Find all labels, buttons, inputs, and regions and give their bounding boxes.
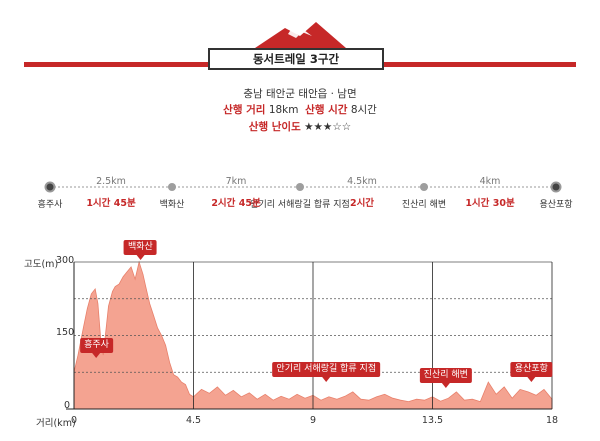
segment-duration: 2시간 <box>349 198 375 209</box>
trail-stats: 산행 거리 18km 산행 시간 8시간 <box>0 102 600 117</box>
difficulty-stars: ★★★☆☆ <box>304 121 352 133</box>
annotation-tag: 흥주사 <box>80 338 113 358</box>
segment-distance: 2.5km <box>96 176 126 187</box>
distance-label: 산행 거리 <box>223 104 266 116</box>
annotation-tag: 안기리 서해랑길 합류 지점 <box>272 362 381 382</box>
difficulty: 산행 난이도 ★★★☆☆ <box>0 119 600 134</box>
segment-duration: 2시간 45분 <box>211 198 261 209</box>
route-stop-label: 진산리 해변 <box>401 200 447 210</box>
x-tick-label: 13.5 <box>421 415 444 426</box>
annotation-tag: 진산리 해변 <box>419 368 472 388</box>
segment-distance: 4.5km <box>347 176 377 187</box>
segment-distance: 7km <box>225 176 247 187</box>
route-stop-marker <box>168 183 176 191</box>
header-banner <box>24 22 576 67</box>
region-text: 충남 태안군 태안읍 · 남면 <box>243 88 357 100</box>
route-stop-marker <box>44 181 56 193</box>
x-tick-label: 18 <box>545 415 559 426</box>
y-tick-label: 300 <box>56 255 75 266</box>
segment-duration: 1시간 45분 <box>86 198 136 209</box>
difficulty-label: 산행 난이도 <box>248 121 301 133</box>
route-stop-marker <box>550 181 562 193</box>
y-tick-label: 150 <box>56 326 75 338</box>
mountain-icon <box>255 22 346 48</box>
elevation-area <box>73 260 553 410</box>
x-tick-label: 9 <box>309 415 317 426</box>
route-line <box>44 181 562 193</box>
route-stop-label: 안기리 서해랑길 합류 지점 <box>250 200 350 210</box>
time-value: 8시간 <box>350 104 377 116</box>
route-stop-label: 백화산 <box>159 200 185 210</box>
x-tick-label: 4.5 <box>185 415 202 426</box>
route-stop-label: 흥주사 <box>37 200 63 210</box>
page-title: 동서트레일 3구간 <box>208 48 384 70</box>
banner-bar-right <box>382 62 576 67</box>
route-stop-label: 용산포항 <box>539 200 573 210</box>
route-stop-marker <box>296 183 304 191</box>
route-stop-marker <box>420 183 428 191</box>
y-axis-title: 고도(m) <box>24 259 59 270</box>
segment-duration: 1시간 30분 <box>465 198 515 209</box>
annotation-tag: 백화산 <box>123 240 157 260</box>
segment-distance: 4km <box>479 176 501 187</box>
x-tick-label: 0 <box>70 415 78 426</box>
time-label: 산행 시간 <box>305 104 348 116</box>
x-axis-title: 거리(km) <box>36 418 76 429</box>
annotation-tag: 용산포항 <box>510 362 552 382</box>
y-tick-label: 0 <box>64 400 71 411</box>
distance-value: 18km <box>268 104 299 116</box>
banner-bar-left <box>24 62 210 67</box>
